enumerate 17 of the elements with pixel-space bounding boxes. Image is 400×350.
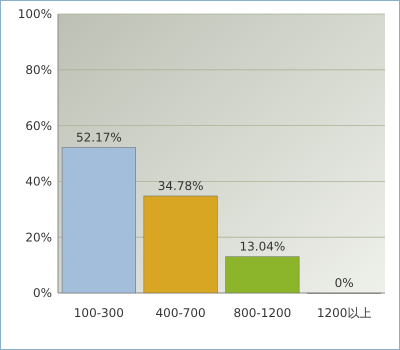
data-label: 13.04% [239,240,286,254]
y-tick-label: 20% [25,230,52,244]
bar [225,256,300,294]
x-tick-label: 100-300 [74,306,124,320]
bar [62,147,136,294]
x-tick-label: 800-1200 [233,306,292,320]
y-tick-label: 0% [32,286,52,300]
data-label: 34.78% [158,178,204,193]
data-label: 52.17% [76,130,122,144]
bar [144,196,218,294]
y-tick-label: 40% [25,174,52,189]
x-tick-label: 400-700 [156,306,206,320]
data-label: 0% [334,276,354,290]
y-tick-label: 100% [18,7,52,22]
y-tick-label: 80% [25,63,52,77]
y-tick-label: 60% [25,118,52,133]
x-tick-label: 1200以上 [316,306,372,320]
